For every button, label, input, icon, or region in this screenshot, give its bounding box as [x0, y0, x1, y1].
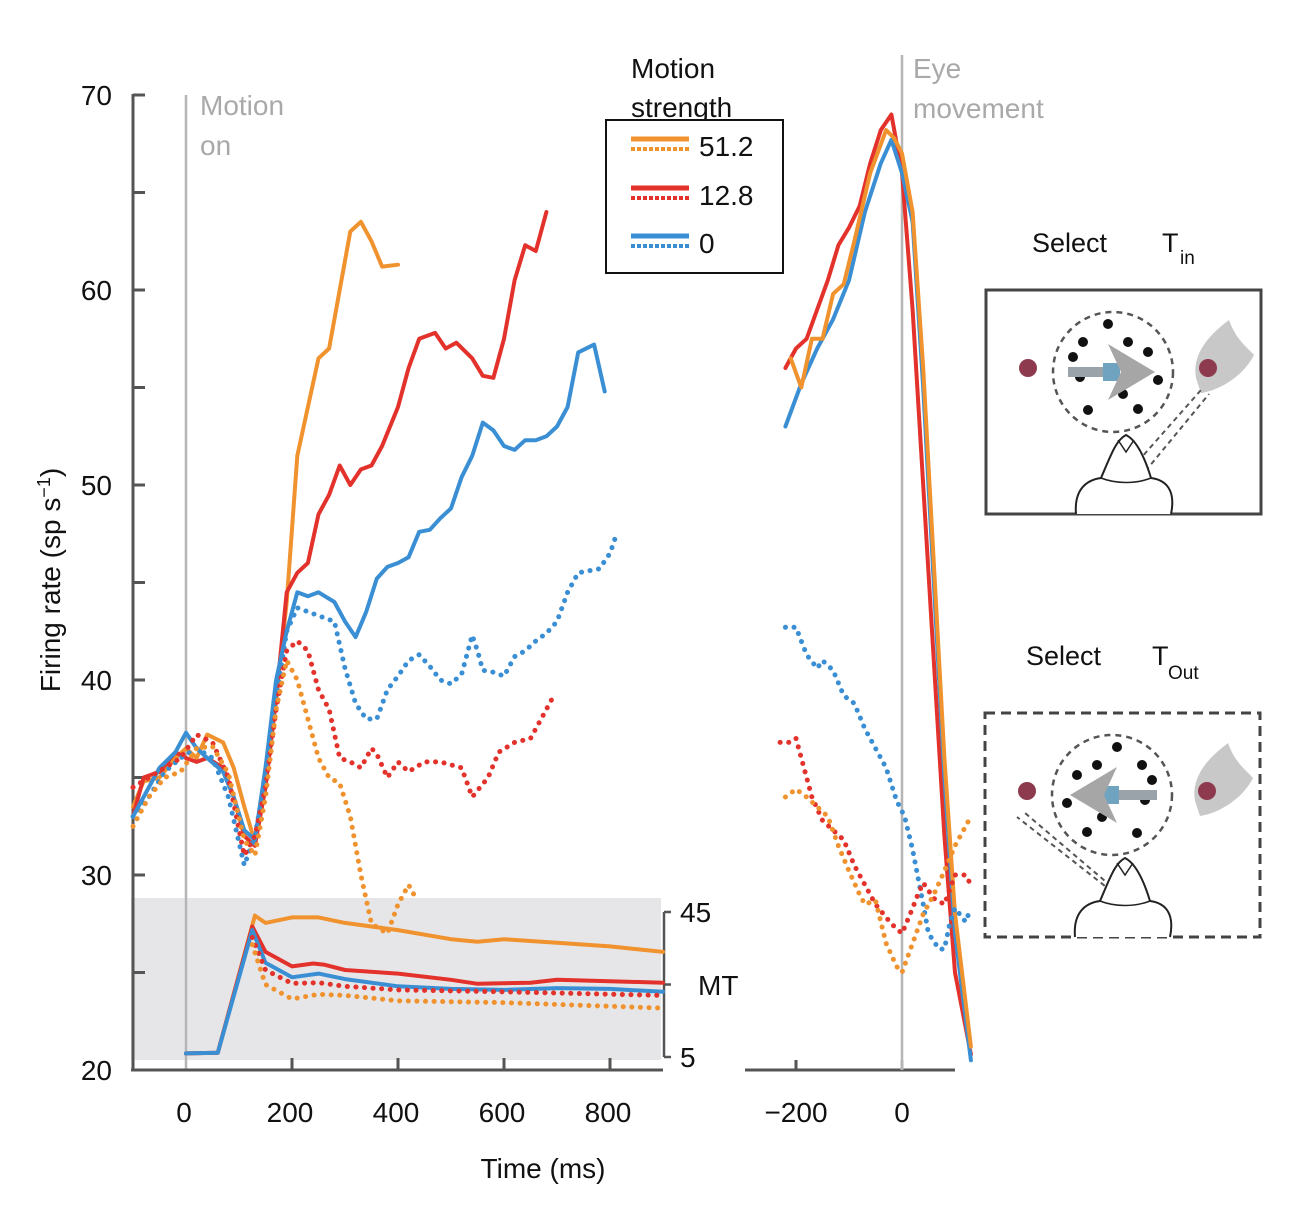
left-series-0-tin: [131, 342, 607, 842]
mt-series-51-2-tin: [184, 913, 665, 1056]
motion-dot-icon: [1112, 742, 1122, 752]
legend-label: 12.8: [699, 180, 754, 211]
fixation-square-icon: [1103, 363, 1120, 381]
motion-dot-icon: [1082, 827, 1092, 837]
mt-series-12-8-tout: [249, 934, 666, 998]
left-series-51-2-tout: [130, 658, 417, 936]
left-axes: 20 30 40 50 60 70 0 200 400 600 800: [81, 80, 663, 1128]
mt-tick-label: 5: [680, 1042, 696, 1073]
legend-entry-0: 0: [631, 228, 715, 259]
motion-dot-icon: [1137, 760, 1147, 770]
motion-dot-icon: [1092, 760, 1102, 770]
aperture-icon: [1050, 733, 1174, 857]
diagram-select-tin: Select Tin: [984, 228, 1263, 516]
monkey-head-icon: [1074, 433, 1174, 515]
mt-axis: 5 45: [662, 897, 711, 1073]
diagram-tin-target: T: [1162, 228, 1179, 258]
motion-dot-icon: [1078, 337, 1088, 347]
left-target-dot-icon: [1019, 359, 1037, 377]
legend-label: 0: [699, 228, 715, 259]
monkey-head-icon: [1073, 856, 1173, 938]
svg-text:Firing rate (sp s−1): Firing rate (sp s−1): [34, 468, 66, 692]
legend-entry-51-2: 51.2: [631, 131, 754, 162]
motion-direction-arrow-icon: [1070, 767, 1117, 823]
diagram-tout-title: Select: [1026, 641, 1102, 671]
right-series-51-2-tin: [788, 128, 973, 1049]
x-tick-label: 200: [267, 1097, 314, 1128]
left-series-group: [130, 210, 618, 936]
right-series-0-tout: [782, 624, 974, 952]
x-tick-label: 800: [585, 1097, 632, 1128]
right-series-group: [777, 112, 974, 1063]
aperture-icon: [1051, 310, 1175, 434]
y-tick-label: 60: [81, 275, 112, 306]
motion-dot-icon: [1143, 347, 1153, 357]
right-series-0-tin: [783, 137, 973, 1063]
y-axis-title-superscript: −1: [34, 477, 54, 498]
left-target-dot-icon: [1018, 782, 1036, 800]
motion-on-label-line1: Motion: [200, 90, 284, 121]
y-tick-label: 40: [81, 665, 112, 696]
legend: Motion strength 51.2 12.8 0: [605, 53, 784, 274]
right-x-tick-label: 0: [894, 1097, 910, 1128]
y-tick-label: 70: [81, 80, 112, 111]
motion-dot-icon: [1132, 828, 1142, 838]
motion-dot-icon: [1103, 319, 1113, 329]
monkey-face-icon: [1099, 862, 1151, 907]
right-target-dot-icon: [1198, 782, 1216, 800]
y-tick-label: 30: [81, 860, 112, 891]
x-tick-label: 0: [176, 1097, 192, 1128]
motion-dot-icon: [1068, 352, 1078, 362]
x-axis-title: Time (ms): [481, 1153, 606, 1184]
eye-movement-label-line1: Eye: [913, 53, 961, 84]
mt-series-0-tin: [184, 928, 665, 1056]
right-series-12-8-tin: [783, 112, 973, 1057]
motion-dot-icon: [1123, 337, 1133, 347]
motion-dot-icon: [1133, 404, 1143, 414]
diagram-tout-subscript: Out: [1168, 663, 1199, 684]
fixation-square-icon: [1102, 786, 1119, 804]
y-tick-label: 50: [81, 470, 112, 501]
right-target-dot-icon: [1199, 359, 1217, 377]
right-series-51-2-tout: [782, 786, 974, 975]
y-axis-title-close: ): [35, 468, 66, 477]
legend-title-line1: Motion: [631, 53, 715, 84]
y-axis-title: Firing rate (sp s−1): [34, 468, 66, 692]
mt-tick-label: 45: [680, 897, 711, 928]
motion-direction-arrow-icon: [1108, 344, 1155, 400]
legend-entry-12-8: 12.8: [631, 180, 754, 211]
legend-title-line2: strength: [631, 92, 732, 123]
x-tick-label: 600: [479, 1097, 526, 1128]
diagram-tin-subscript: in: [1180, 248, 1195, 269]
diagram-tout-target: T: [1152, 641, 1169, 671]
motion-dot-icon: [1153, 375, 1163, 385]
motion-dot-icon: [1147, 775, 1157, 785]
monkey-face-icon: [1100, 439, 1152, 484]
mt-axis-title: MT: [698, 970, 738, 1001]
left-series-51-2-tin: [131, 219, 400, 844]
y-tick-label: 20: [81, 1055, 112, 1086]
legend-box: [605, 119, 784, 274]
left-series-0-tout: [130, 535, 618, 868]
right-x-tick-label: −200: [764, 1097, 827, 1128]
mt-series-group: [184, 913, 666, 1056]
mt-series-51-2-tout: [249, 942, 666, 1011]
y-axis-title-main: Firing rate (sp s: [35, 498, 66, 693]
motion-dot-icon: [1083, 405, 1093, 415]
diagram-tin-title: Select: [1032, 228, 1108, 258]
right-axes: −200 0: [745, 1060, 955, 1128]
x-tick-label: 400: [373, 1097, 420, 1128]
legend-label: 51.2: [699, 131, 754, 162]
motion-dot-icon: [1062, 798, 1072, 808]
eye-movement-label-line2: movement: [913, 93, 1044, 124]
arrow-shaft-icon: [1068, 367, 1108, 377]
motion-on-label-line2: on: [200, 130, 231, 161]
motion-dot-icon: [1072, 770, 1082, 780]
arrow-shaft-icon: [1117, 790, 1157, 800]
